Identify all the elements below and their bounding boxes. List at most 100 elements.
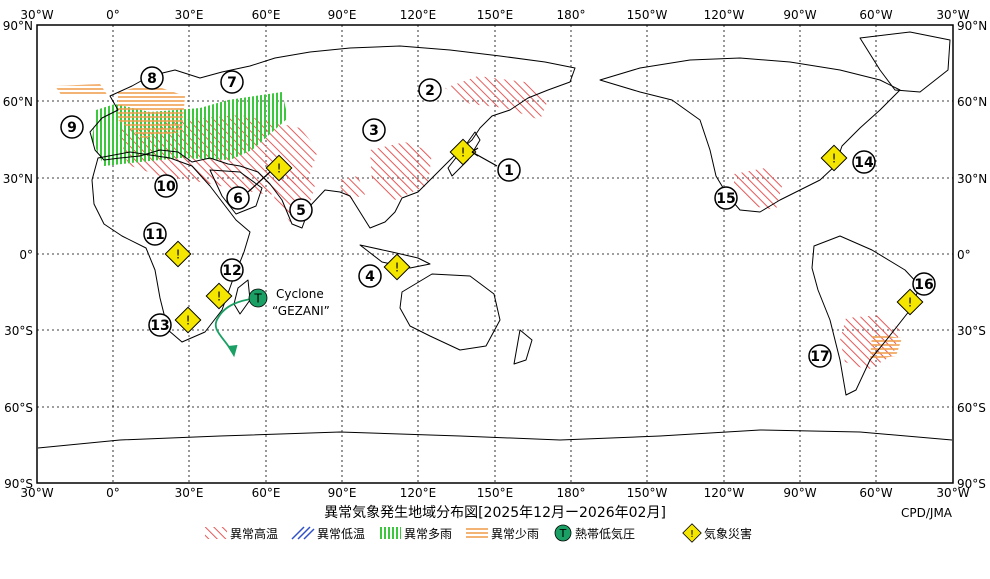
legend-dry-label: 異常少雨 (491, 527, 539, 541)
lat-label: 60°S (4, 401, 33, 415)
lat-label: 90°N (3, 19, 33, 33)
disaster-icon: ! (164, 240, 192, 268)
event-number: 1 (504, 163, 514, 179)
lon-label: 30°W (936, 8, 969, 22)
event-number: 9 (67, 120, 77, 136)
svg-text:!: ! (277, 162, 282, 176)
lon-label: 120°W (704, 486, 745, 500)
legend-tc-label: 熱帯低気圧 (575, 526, 635, 541)
disaster-icon: ! (205, 282, 233, 310)
event-number: 5 (296, 203, 306, 219)
event-number: 14 (854, 155, 874, 171)
svg-text:!: ! (832, 152, 837, 166)
map-title: 異常気象発生地域分布図[2025年12月ー2026年02月] (324, 505, 666, 521)
lon-labels-top: 30°W 0° 30°E 60°E 90°E 120°E 150°E 180° … (20, 8, 969, 22)
lon-label: 60°W (859, 486, 892, 500)
warm-area-north-america (734, 168, 782, 210)
lon-label: 90°E (328, 8, 357, 22)
cyclone-name-line1: Cyclone (276, 287, 324, 301)
dry-area-south-america (870, 334, 902, 360)
lat-label: 90°S (957, 477, 986, 491)
svg-text:!: ! (395, 261, 400, 275)
event-number: 4 (365, 269, 375, 285)
event-number: 10 (156, 179, 176, 195)
lon-label: 180° (557, 8, 586, 22)
legend-tc-icon: T (554, 524, 572, 542)
disaster-markers: ! ! ! ! ! ! ! ! (164, 138, 924, 334)
event-number: 2 (425, 83, 435, 99)
lon-label: 30°E (175, 8, 204, 22)
event-number: 8 (147, 71, 157, 87)
lat-label: 60°N (3, 95, 33, 109)
lon-label: 150°E (477, 486, 514, 500)
dry-area-europe (118, 84, 185, 138)
coastlines (37, 31, 953, 449)
dry-area-greenland (55, 84, 108, 96)
event-number: 13 (150, 318, 169, 334)
lat-label: 90°S (4, 477, 33, 491)
lon-label: 30°W (20, 486, 53, 500)
lon-label: 90°W (783, 486, 816, 500)
lat-label: 0° (957, 248, 971, 262)
event-number: 15 (716, 191, 735, 207)
legend-warm-swatch (205, 527, 227, 539)
lat-label: 30°N (957, 172, 987, 186)
lon-label: 120°E (400, 486, 437, 500)
lon-label: 150°E (477, 8, 514, 22)
legend-cold-swatch (291, 526, 315, 540)
lat-labels-left: 90°N 60°N 30°N 0° 30°S 60°S 90°S (3, 19, 33, 491)
legend-wet-label: 異常多雨 (404, 527, 452, 541)
event-number: 17 (810, 349, 829, 365)
svg-text:T: T (253, 292, 262, 306)
legend-warm-label: 異常高温 (230, 526, 278, 541)
lon-label: 150°W (627, 486, 668, 500)
legend-cold-label: 異常低温 (317, 527, 365, 541)
disaster-icon: ! (820, 144, 848, 172)
lat-label: 30°S (4, 324, 33, 338)
event-number: 12 (222, 263, 241, 279)
lon-label: 90°E (328, 486, 357, 500)
disaster-icon: ! (383, 253, 411, 281)
lat-label: 30°S (957, 324, 986, 338)
event-number: 7 (227, 75, 237, 91)
legend-disaster-icon: ! (682, 523, 702, 543)
lon-label: 180° (557, 486, 586, 500)
legend-wet-swatch (379, 527, 401, 539)
svg-text:T: T (559, 527, 567, 540)
cyclone-name-line2: “GEZANI” (272, 304, 330, 318)
lon-label: 0° (106, 8, 120, 22)
lon-label: 0° (106, 486, 120, 500)
lon-label: 90°W (783, 8, 816, 22)
disaster-icon: ! (449, 138, 477, 166)
lat-labels-right: 90°N 60°N 30°N 0° 30°S 60°S 90°S (957, 19, 987, 491)
lon-label: 60°E (252, 486, 281, 500)
warm-area-china (370, 142, 432, 200)
disaster-icon: ! (174, 306, 202, 334)
svg-text:!: ! (176, 248, 181, 262)
lon-label: 120°W (704, 8, 745, 22)
lat-label: 0° (19, 248, 33, 262)
lat-label: 60°S (957, 401, 986, 415)
lon-label: 120°E (400, 8, 437, 22)
legend-disaster-label: 気象災害 (704, 526, 752, 541)
lon-label: 30°W (936, 486, 969, 500)
event-number: 3 (369, 123, 379, 139)
disaster-icon: ! (265, 154, 293, 182)
disaster-icon: ! (896, 288, 924, 316)
event-numbers: 1 2 3 4 5 6 7 8 9 10 11 12 13 14 15 16 1… (60, 66, 936, 368)
tropical-cyclone-icon: T (248, 288, 268, 308)
svg-text:!: ! (186, 314, 191, 328)
warm-area-east-siberia (445, 76, 548, 120)
svg-text:!: ! (690, 529, 694, 540)
lon-labels-bottom: 30°W 0° 30°E 60°E 90°E 120°E 150°E 180° … (20, 486, 969, 500)
svg-text:!: ! (908, 296, 913, 310)
event-number: 16 (914, 277, 933, 293)
event-number: 11 (145, 227, 164, 243)
lat-label: 60°N (957, 95, 987, 109)
lon-label: 60°W (859, 8, 892, 22)
leader-lines (247, 147, 498, 193)
lon-label: 60°E (252, 8, 281, 22)
lat-label: 30°N (3, 172, 33, 186)
